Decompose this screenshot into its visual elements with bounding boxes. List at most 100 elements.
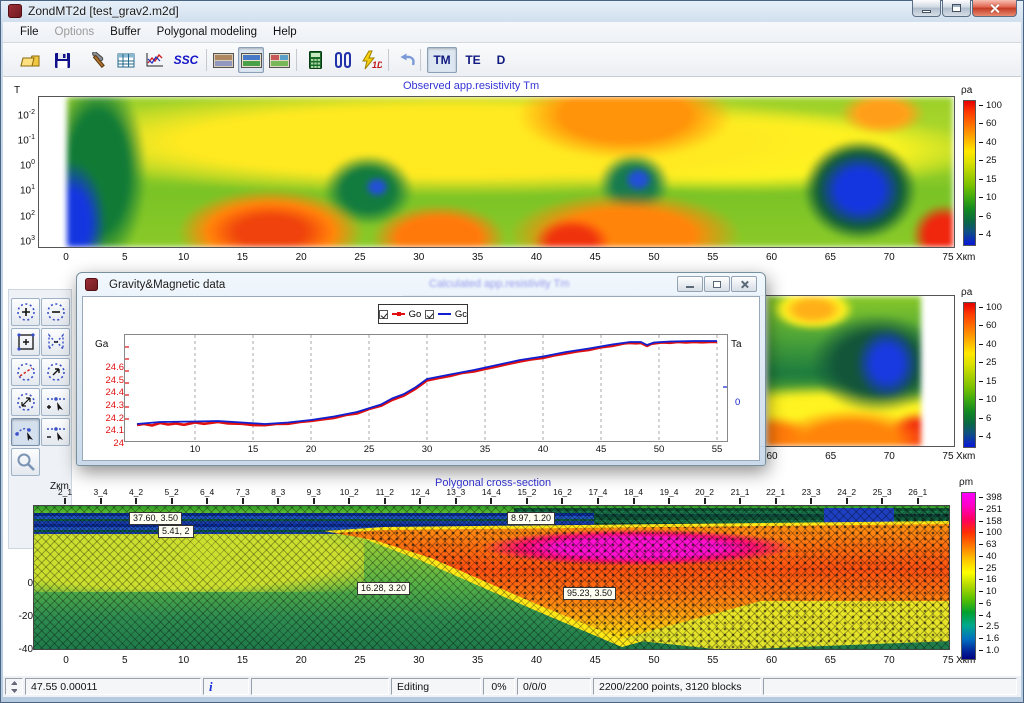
app-icon (8, 4, 22, 18)
move-polygon-tool[interactable] (41, 358, 70, 386)
d-label: D (497, 53, 506, 67)
toolbar-separator (388, 49, 389, 71)
gravity-right-axis-label: Ta (731, 339, 742, 350)
gravity-magnetic-window[interactable]: Gravity&Magnetic data Calculated app.res… (76, 272, 766, 466)
station-tick (100, 498, 102, 504)
cut-polygon-tool[interactable] (11, 358, 40, 386)
status-empty-panel (763, 678, 1017, 695)
view-split-button[interactable] (238, 47, 264, 73)
remove-polygon-tool[interactable] (41, 298, 70, 326)
polygonal-model-area[interactable]: 37.60, 3.50 5.41, 2 8.97, 1.20 16.28, 3.… (33, 505, 950, 650)
menu-help[interactable]: Help (265, 24, 305, 40)
minimize-icon (686, 286, 694, 288)
station-tick (419, 498, 421, 504)
toolbar-separator (206, 49, 207, 71)
data-table-button[interactable] (113, 47, 139, 73)
model-annotation[interactable]: 16.28, 3.20 (357, 582, 410, 595)
go-label: Go (409, 309, 422, 320)
curves-plot-button[interactable] (141, 47, 167, 73)
go-series-marker (392, 313, 405, 315)
cut-polygon-icon (16, 362, 36, 382)
model-annotation[interactable]: 5.41, 2 (158, 525, 194, 538)
title-bar[interactable]: ZondMT2d [test_grav2.m2d] (0, 0, 1024, 22)
observed-plot-area[interactable] (38, 96, 955, 248)
updown-arrow-icon (11, 681, 17, 693)
save-button[interactable] (49, 47, 75, 73)
station-tick (775, 498, 777, 504)
inversion-1d-button[interactable]: 1D (358, 47, 384, 73)
minimize-button[interactable] (912, 0, 941, 17)
menu-file[interactable]: File (12, 24, 47, 40)
binoculars-icon (333, 52, 353, 68)
go-checkbox[interactable] (379, 310, 388, 319)
model-annotation[interactable]: 37.60, 3.50 (129, 512, 182, 525)
restore-button[interactable] (942, 0, 971, 17)
add-node-tool[interactable] (41, 388, 70, 416)
gravity-chart-area[interactable]: Go Gc Ga Ta 0 24.624.524.424.324.224.124 (82, 296, 760, 461)
menu-buffer[interactable]: Buffer (102, 24, 148, 40)
observed-colorbar-title: ρa (961, 85, 972, 96)
calculated-x-unit: Xкm (956, 451, 975, 462)
polygonal-stations: 2_13_44_25_26_47_38_39_310_211_212_413_3… (48, 487, 935, 504)
station-tick (313, 498, 315, 504)
observed-colorbar-ticks: 100604025151064 (979, 100, 1002, 240)
close-button[interactable] (972, 0, 1017, 17)
toolbar: SSC 1D TM TE D (3, 43, 1021, 77)
scale-polygon-icon (16, 392, 36, 412)
observed-y-axis-label: T (14, 85, 20, 96)
gravity-window-titlebar[interactable]: Gravity&Magnetic data Calculated app.res… (77, 273, 765, 296)
zoom-tool[interactable] (11, 448, 40, 476)
te-label: TE (465, 53, 480, 67)
observed-view-icon (213, 53, 234, 68)
gravity-restore-button[interactable] (704, 276, 730, 292)
undo-button[interactable] (395, 47, 421, 73)
station-tick (348, 498, 350, 504)
scale-polygon-tool[interactable] (11, 388, 40, 416)
edit-node-icon (15, 422, 37, 442)
d-mode-button[interactable]: D (489, 47, 513, 73)
tm-mode-button[interactable]: TM (427, 47, 457, 73)
observed-y-ticks: 10-210-1100101102103 (3, 107, 35, 247)
gravity-plot[interactable] (124, 334, 728, 442)
open-file-button[interactable] (17, 47, 43, 73)
station-tick (384, 498, 386, 504)
model-view-icon (269, 53, 290, 68)
window-title: ZondMT2d [test_grav2.m2d] (28, 4, 179, 18)
station-tick (704, 498, 706, 504)
gc-checkbox[interactable] (425, 310, 434, 319)
add-polygon-tool[interactable] (11, 298, 40, 326)
split-polygon-tool[interactable] (41, 328, 70, 356)
gravity-minimize-button[interactable] (677, 276, 703, 292)
table-icon (117, 53, 135, 68)
move-polygon-icon (46, 362, 66, 382)
gravity-legend: Go Gc (378, 304, 468, 324)
toolbar-separator (420, 49, 421, 71)
station-tick (597, 498, 599, 504)
calculator-button[interactable] (302, 47, 328, 73)
menu-polygonal-modeling[interactable]: Polygonal modeling (149, 24, 265, 40)
station-tick (455, 498, 457, 504)
gravity-x-ticks: 10152025303540455055 (180, 444, 732, 455)
station-tick (135, 498, 137, 504)
view-observed-button[interactable] (210, 47, 236, 73)
remove-node-tool[interactable] (41, 418, 70, 446)
calculated-x-ticks: 60657075 (760, 451, 960, 462)
edit-node-tool[interactable] (11, 418, 40, 446)
close-icon (740, 280, 749, 289)
settings-tools-button[interactable] (85, 47, 111, 73)
add-rectangle-tool[interactable] (11, 328, 40, 356)
lightning-1d-label: 1D (372, 60, 382, 70)
model-annotation[interactable]: 8.97, 1.20 (507, 512, 555, 525)
add-node-icon (45, 392, 67, 412)
search-binoculars-button[interactable] (330, 47, 356, 73)
station-tick (633, 498, 635, 504)
status-info-icon: i (209, 679, 213, 695)
status-points-blocks: 2200/2200 points, 3120 blocks (593, 678, 761, 695)
te-mode-button[interactable]: TE (459, 47, 487, 73)
gravity-close-button[interactable] (731, 276, 757, 292)
model-annotation[interactable]: 95.23, 3.50 (563, 587, 616, 600)
ssc-button[interactable]: SSC (169, 47, 203, 73)
remove-polygon-icon (46, 302, 66, 322)
view-model-button[interactable] (266, 47, 292, 73)
app-window: ZondMT2d [test_grav2.m2d] File Options B… (0, 0, 1024, 703)
